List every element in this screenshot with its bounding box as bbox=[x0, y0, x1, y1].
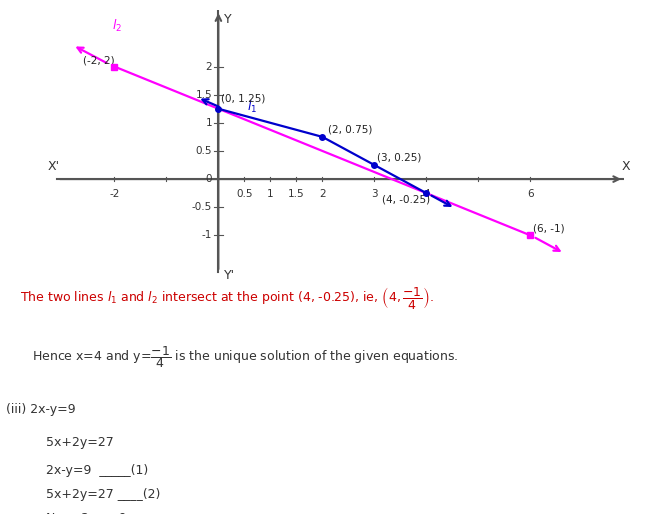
Text: Y: Y bbox=[224, 13, 231, 26]
Text: 6: 6 bbox=[527, 189, 534, 198]
Text: Now, 2x-y=9: Now, 2x-y=9 bbox=[46, 511, 126, 514]
Text: 0.5: 0.5 bbox=[196, 146, 212, 156]
Text: (iii) 2x-y=9: (iii) 2x-y=9 bbox=[6, 403, 76, 416]
Text: 0.5: 0.5 bbox=[236, 189, 253, 198]
Text: (-2, 2): (-2, 2) bbox=[83, 56, 115, 66]
Text: -2: -2 bbox=[109, 189, 120, 198]
Text: (6, -1): (6, -1) bbox=[533, 224, 565, 233]
Text: $l_1$: $l_1$ bbox=[247, 99, 257, 115]
Text: The two lines $l_1$ and $l_2$ intersect at the point (4, -0.25), ie, $\left(4,\d: The two lines $l_1$ and $l_2$ intersect … bbox=[20, 285, 434, 310]
Text: X: X bbox=[621, 160, 630, 173]
Text: 1: 1 bbox=[267, 189, 274, 198]
Text: 0: 0 bbox=[205, 174, 212, 184]
Text: 1.5: 1.5 bbox=[288, 189, 305, 198]
Text: 1: 1 bbox=[205, 118, 212, 128]
Text: 4: 4 bbox=[423, 189, 430, 198]
Text: 2: 2 bbox=[319, 189, 326, 198]
Text: 3: 3 bbox=[371, 189, 378, 198]
Text: (3, 0.25): (3, 0.25) bbox=[377, 153, 421, 162]
Text: (4, -0.25): (4, -0.25) bbox=[382, 195, 430, 205]
Text: Hence x=4 and y=$\dfrac{-1}{4}$ is the unique solution of the given equations.: Hence x=4 and y=$\dfrac{-1}{4}$ is the u… bbox=[32, 344, 459, 370]
Text: 5x+2y=27 ____(2): 5x+2y=27 ____(2) bbox=[46, 488, 160, 501]
Text: Y': Y' bbox=[224, 269, 235, 282]
Text: -0.5: -0.5 bbox=[192, 202, 212, 212]
Text: $l_2$: $l_2$ bbox=[112, 18, 122, 34]
Text: 2x-y=9  _____(1): 2x-y=9 _____(1) bbox=[46, 464, 148, 478]
Text: X': X' bbox=[47, 160, 60, 173]
Text: 1.5: 1.5 bbox=[196, 89, 212, 100]
Text: 5x+2y=27: 5x+2y=27 bbox=[46, 436, 113, 449]
Text: -1: -1 bbox=[202, 230, 212, 241]
Text: 2: 2 bbox=[205, 62, 212, 71]
Text: (2, 0.75): (2, 0.75) bbox=[328, 125, 372, 135]
Text: (0, 1.25): (0, 1.25) bbox=[221, 94, 265, 104]
